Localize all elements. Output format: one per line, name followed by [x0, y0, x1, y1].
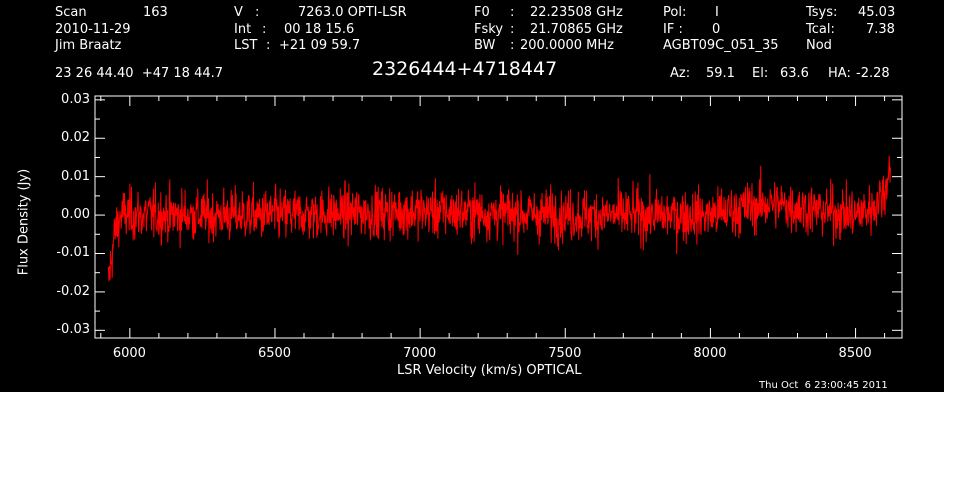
spectrum-trace	[107, 155, 891, 282]
tsys-value: 45.03	[858, 5, 896, 20]
scan-value: 163	[143, 5, 168, 20]
y-tick-label: 0.01	[61, 168, 90, 184]
y-tick-label: 0.00	[61, 207, 90, 223]
x-tick-label: 7000	[403, 346, 437, 361]
lst-sep: :	[266, 38, 271, 53]
fsky-label: Fsky	[474, 22, 504, 37]
ha-value: -2.28	[856, 66, 890, 81]
x-axis-title: LSR Velocity (km/s) OPTICAL	[397, 363, 582, 378]
v-sep: :	[255, 5, 260, 20]
int-value: 00 18 15.6	[284, 22, 355, 37]
source-name: 2326444+4718447	[372, 58, 558, 80]
observer: Jim Braatz	[55, 38, 122, 53]
x-tick-label: 6000	[112, 346, 146, 361]
v-label: V	[234, 5, 243, 20]
lst-value: +21 09 59.7	[279, 38, 361, 53]
x-tick-label: 8500	[838, 346, 872, 361]
el-value: 63.6	[780, 66, 809, 81]
ha-label: HA:	[828, 66, 851, 81]
lst-label: LST	[234, 38, 258, 53]
obs-mode: Nod	[806, 38, 832, 53]
tcal-value: 7.38	[866, 22, 895, 37]
y-tick-label: -0.01	[56, 245, 90, 261]
project-id: AGBT09C_051_35	[663, 38, 779, 53]
pol-value: I	[715, 5, 719, 20]
int-sep: :	[262, 22, 267, 37]
y-tick-label: 0.03	[61, 91, 90, 107]
if-label: IF :	[663, 22, 683, 37]
el-label: El:	[752, 66, 769, 81]
tcal-label: Tcal:	[806, 22, 835, 37]
fsky-value: 21.70865 GHz	[530, 22, 623, 37]
az-value: 59.1	[706, 66, 735, 81]
fsky-sep: :	[510, 22, 515, 37]
date: 2010-11-29	[55, 22, 131, 37]
f0-value: 22.23508 GHz	[530, 5, 623, 20]
tsys-label: Tsys:	[806, 5, 838, 20]
spectrum-chart	[94, 95, 903, 339]
bw-label: BW	[474, 38, 496, 53]
x-tick-label: 8000	[693, 346, 727, 361]
f0-label: F0	[474, 5, 490, 20]
x-tick-label: 7500	[548, 346, 582, 361]
plot-frame	[94, 95, 903, 339]
bw-value: 200.0000 MHz	[520, 38, 614, 53]
if-value: 0	[712, 22, 721, 37]
bw-sep: :	[510, 38, 515, 53]
f0-sep: :	[510, 5, 515, 20]
v-value: 7263.0 OPTI-LSR	[298, 5, 407, 20]
source-coordinates: 23 26 44.40 +47 18 44.7	[55, 66, 224, 81]
scan-label: Scan	[55, 5, 87, 20]
az-label: Az:	[670, 66, 691, 81]
pol-label: Pol:	[663, 5, 687, 20]
plot-background: Scan 163 V : 7263.0 OPTI-LSR F0 : 22.235…	[0, 0, 944, 392]
y-tick-label: -0.02	[56, 283, 90, 299]
x-tick-label: 6500	[257, 346, 292, 361]
int-label: Int	[234, 22, 252, 37]
y-tick-label: -0.03	[56, 322, 90, 338]
y-tick-label: 0.02	[61, 130, 90, 146]
timestamp: Thu Oct 6 23:00:45 2011	[759, 380, 888, 391]
